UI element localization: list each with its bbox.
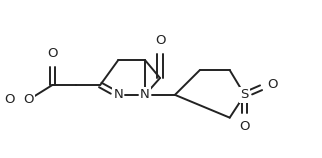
Text: S: S [241, 88, 249, 101]
Text: N: N [113, 88, 123, 101]
Text: N: N [140, 88, 150, 101]
Text: O: O [47, 47, 58, 60]
Text: O: O [23, 93, 34, 106]
Text: O: O [155, 34, 165, 47]
Text: O: O [239, 120, 250, 133]
Text: O: O [4, 93, 14, 106]
Text: O: O [268, 79, 278, 91]
